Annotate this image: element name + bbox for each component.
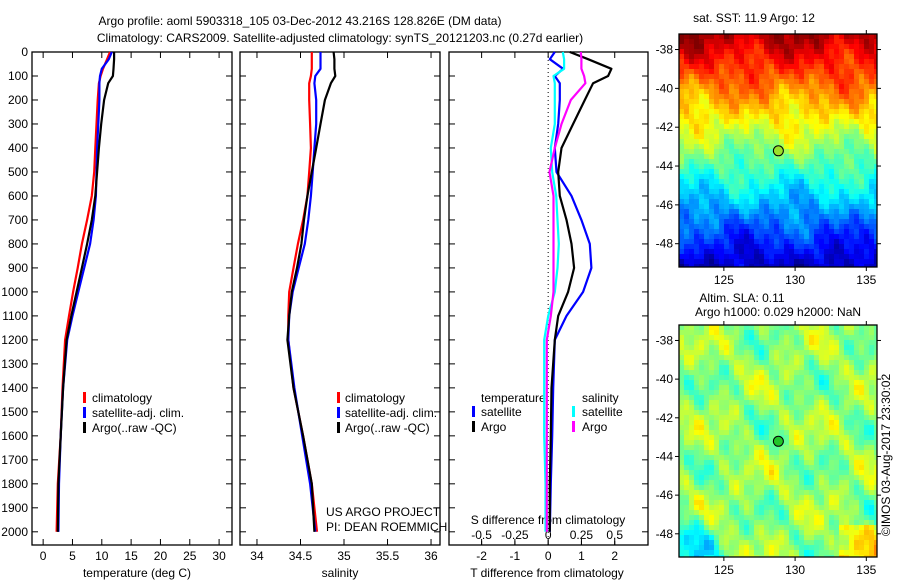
legend-label-s-argo: Argo [582, 420, 608, 434]
y-tick-label: 1700 [1, 453, 28, 467]
legend-swatch-argo [83, 422, 86, 433]
t-difference-xlabel: T difference from climatology [470, 566, 624, 580]
y-tick-label: 800 [8, 237, 28, 251]
x-tick-label: 30 [212, 549, 226, 563]
x-tick-label: 2 [611, 549, 618, 563]
legend-swatch-climatology [83, 392, 86, 403]
figure-title-line1: Argo profile: aoml 5903318_105 03-Dec-20… [99, 14, 502, 28]
legend-swatch-climatology [337, 392, 340, 403]
x-tick-label: 35.5 [376, 549, 400, 563]
x-tick-label: 35 [337, 549, 351, 563]
s-axis-tick-label: -0.25 [501, 528, 529, 542]
temperature-legend: climatology satellite-adj. clim. Argo(..… [83, 391, 184, 435]
legend-swatch-t-argo [472, 421, 475, 432]
profile-line-argo-raw-qc [286, 51, 337, 532]
sla-map-title-line1: Altim. SLA: 0.11 [699, 291, 784, 305]
legend-swatch-s-argo [572, 421, 575, 432]
y-tick-label: 1600 [1, 429, 28, 443]
pi-credit: PI: DEAN ROEMMICH [326, 520, 447, 534]
profile-line-satellite-adj-clim [287, 52, 322, 532]
x-tick-label: 34.5 [289, 549, 313, 563]
x-tick-label: 34 [250, 549, 264, 563]
sst-map-title: sat. SST: 11.9 Argo: 12 [693, 11, 815, 25]
salinity-legend: climatology satellite-adj. clim. Argo(..… [337, 391, 437, 435]
temperature-xlabel: temperature (deg C) [83, 566, 191, 580]
profile-line-t-argo [548, 50, 613, 532]
x-tick-label: 15 [124, 549, 138, 563]
legend-swatch-t-satellite [472, 406, 475, 417]
temperature-axes-box [31, 51, 233, 546]
y-tick-label: 1100 [2, 309, 28, 323]
x-tick-label: 0 [545, 549, 552, 563]
legend-label-t-argo: Argo [481, 420, 507, 434]
y-tick-label: 900 [8, 261, 28, 275]
legend-swatch-satellite [83, 407, 86, 418]
legend-label-argo: Argo(..raw -QC) [92, 421, 177, 435]
y-tick-label: 1000 [1, 285, 28, 299]
y-tick-label: 2000 [1, 525, 28, 539]
s-axis-tick-label: 0.5 [606, 528, 623, 542]
y-tick-label: 700 [8, 213, 28, 227]
legend-label-argo: Argo(..raw -QC) [345, 421, 430, 435]
sst-map-image [679, 34, 877, 267]
legend-swatch-argo [337, 422, 340, 433]
x-tick-label: -2 [476, 549, 487, 563]
legend-header-salinity: salinity [582, 391, 619, 405]
x-tick-label: 0 [40, 549, 47, 563]
sla-map-image [679, 325, 877, 557]
s-axis-tick-label: 0.25 [570, 528, 594, 542]
legend-swatch-satellite [337, 407, 340, 418]
legend-label-satellite: satellite-adj. clim. [92, 406, 184, 420]
imos-timestamp: ©IMOS 03-Aug-2017 23:30:02 [879, 374, 893, 537]
y-tick-label: 1900 [1, 501, 28, 515]
y-tick-label: 100 [8, 69, 28, 83]
difference-axes-box [448, 51, 649, 546]
profile-line-satellite-adj-clim [57, 51, 113, 532]
legend-header-temperature: temperature [481, 391, 546, 405]
y-tick-label: 1200 [1, 333, 28, 347]
s-axis-tick-label: 0 [545, 528, 552, 542]
y-tick-label: 1800 [1, 477, 28, 491]
legend-label-t-satellite: satellite [481, 405, 522, 419]
project-credit: US ARGO PROJECT [326, 505, 441, 519]
salinity-axes-box [239, 51, 441, 546]
y-tick-label: 500 [8, 165, 28, 179]
figure-title-line2: Climatology: CARS2009. Satellite-adjuste… [97, 31, 583, 45]
x-tick-label: 36 [424, 549, 438, 563]
y-tick-label: 1500 [1, 405, 28, 419]
x-tick-label: -1 [510, 549, 521, 563]
y-tick-label: 300 [8, 117, 28, 131]
s-axis-tick-label: -0.5 [471, 528, 492, 542]
sla-map-title-line2: Argo h1000: 0.029 h2000: NaN [695, 305, 861, 319]
x-tick-label: 25 [183, 549, 197, 563]
y-tick-label: 0 [21, 45, 28, 59]
legend-label-s-satellite: satellite [582, 405, 623, 419]
x-tick-label: 20 [154, 549, 168, 563]
difference-panel: -2 -1 0 1 2 -0.5 -0.25 0 0.25 0.5 [448, 50, 649, 563]
difference-legend: temperature salinity satellite Argo sate… [472, 391, 623, 434]
x-tick-label: 1 [578, 549, 585, 563]
profile-line-s-argo [545, 51, 587, 532]
y-tick-label: 1400 [1, 381, 28, 395]
legend-label-climatology: climatology [92, 391, 152, 405]
legend-label-satellite: satellite-adj. clim. [345, 406, 437, 420]
profile-line-s-satellite [543, 51, 566, 532]
salinity-xlabel: salinity [322, 566, 359, 580]
y-tick-label: 600 [8, 189, 28, 203]
temperature-panel: 0100200300400500600700800900100011001200… [1, 45, 233, 563]
x-tick-label: 5 [69, 549, 76, 563]
salinity-panel: 34 34.5 35 35.5 36 [239, 51, 441, 563]
legend-label-climatology: climatology [345, 391, 405, 405]
y-tick-label: 400 [8, 141, 28, 155]
y-tick-label: 200 [8, 93, 28, 107]
y-tick-label: 1300 [1, 357, 28, 371]
profile-line-argo-raw-qc [56, 52, 116, 532]
profile-line-t-satellite [548, 51, 593, 532]
x-tick-label: 10 [95, 549, 109, 563]
legend-swatch-s-satellite [572, 406, 575, 417]
